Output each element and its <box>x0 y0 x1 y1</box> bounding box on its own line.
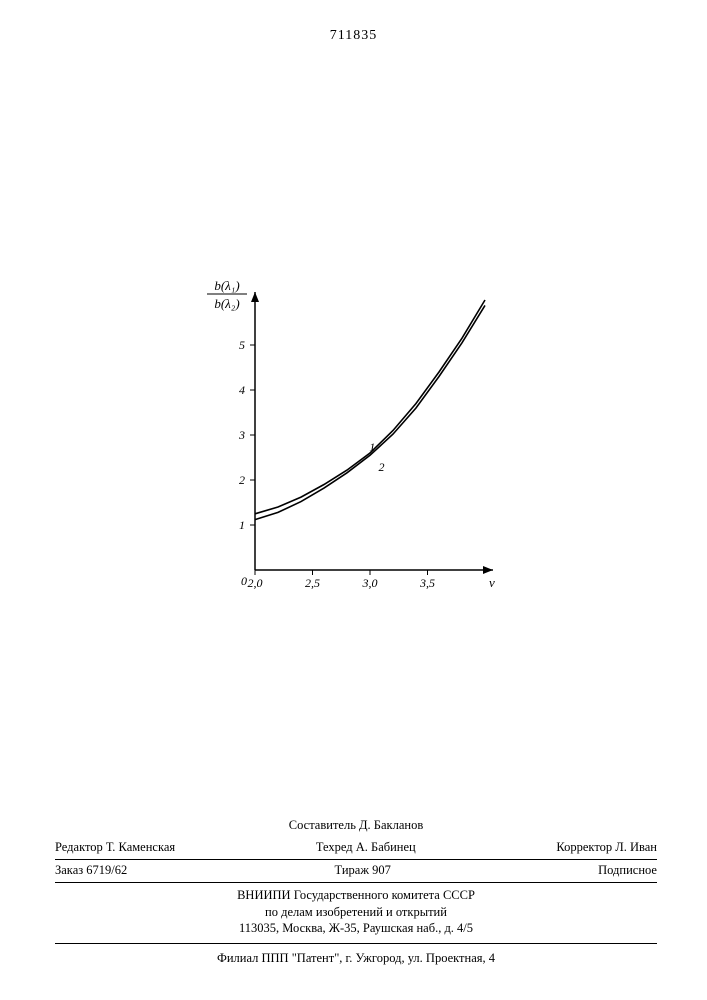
org-line3: 113035, Москва, Ж-35, Раушская наб., д. … <box>55 920 657 937</box>
x-tick-label: 2,5 <box>305 576 320 590</box>
x-tick-label: 2,0 <box>248 576 263 590</box>
origin-label: 0 <box>241 574 247 588</box>
curve-label: 1 <box>369 440 375 454</box>
x-label: ν <box>489 575 495 590</box>
spacer <box>654 817 657 834</box>
series-1 <box>255 300 485 514</box>
y-tick-label: 2 <box>239 473 245 487</box>
compiler: Составитель Д. Бакланов <box>289 817 423 834</box>
chart-svg: 123452,02,53,03,50b(λ₁)b(λ₂)ν12 <box>200 280 500 610</box>
editor: Редактор Т. Каменская <box>55 839 175 856</box>
curve-label: 2 <box>379 460 385 474</box>
spacer <box>55 817 58 834</box>
y-label-bottom: b(λ₂) <box>214 296 239 311</box>
y-axis-arrow <box>251 292 259 302</box>
org-block: ВНИИПИ Государственного комитета СССР по… <box>55 883 657 945</box>
footer-line2: Редактор Т. Каменская Техред А. Бабинец … <box>55 837 657 860</box>
x-axis-arrow <box>483 566 493 574</box>
y-tick-label: 5 <box>239 338 245 352</box>
footer-block: Составитель Д. Бакланов Редактор Т. Каме… <box>55 815 657 967</box>
x-tick-label: 3,0 <box>362 576 378 590</box>
org-line2: по делам изобретений и открытий <box>55 904 657 921</box>
footer-line1: Составитель Д. Бакланов <box>55 815 657 837</box>
page: 711835 123452,02,53,03,50b(λ₁)b(λ₂)ν12 С… <box>0 0 707 1000</box>
org-line1: ВНИИПИ Государственного комитета СССР <box>55 887 657 904</box>
series-2 <box>255 305 485 519</box>
y-label-top: b(λ₁) <box>214 280 239 293</box>
print-run: Тираж 907 <box>335 862 391 879</box>
footer-line3: Заказ 6719/62 Тираж 907 Подписное <box>55 860 657 883</box>
y-tick-label: 4 <box>239 383 245 397</box>
x-tick-label: 3,5 <box>419 576 435 590</box>
document-number: 711835 <box>0 28 707 44</box>
order-number: Заказ 6719/62 <box>55 862 127 879</box>
subscription: Подписное <box>598 862 657 879</box>
corrector: Корректор Л. Иван <box>556 839 657 856</box>
filial-line: Филиал ППП "Патент", г. Ужгород, ул. Про… <box>55 944 657 967</box>
techred: Техред А. Бабинец <box>316 839 416 856</box>
y-tick-label: 3 <box>238 428 245 442</box>
chart: 123452,02,53,03,50b(λ₁)b(λ₂)ν12 <box>200 280 500 610</box>
y-tick-label: 1 <box>239 518 245 532</box>
